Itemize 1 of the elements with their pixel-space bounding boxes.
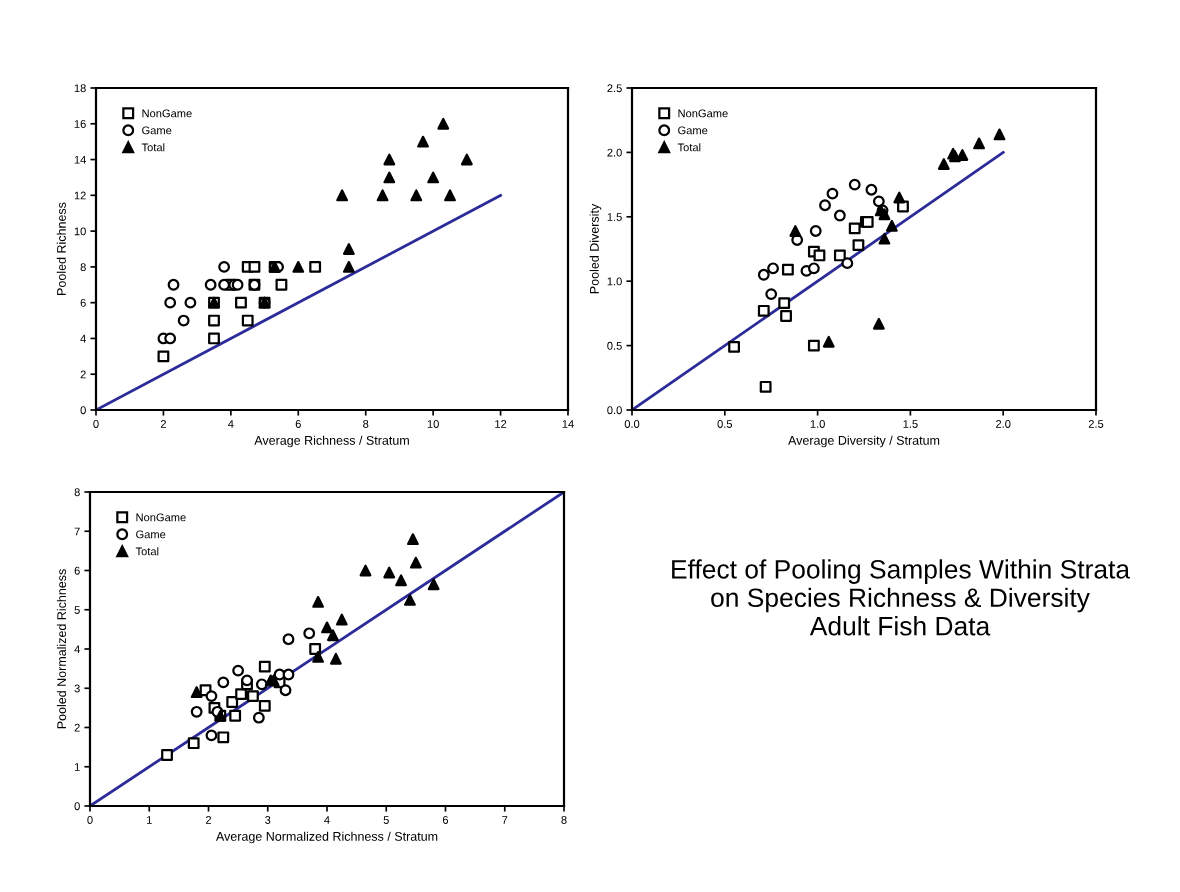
text: Effect of Pooling Samples Within Strata on Species Richness & Diversity Adult Fish Data bbox=[672, 559, 1131, 636]
